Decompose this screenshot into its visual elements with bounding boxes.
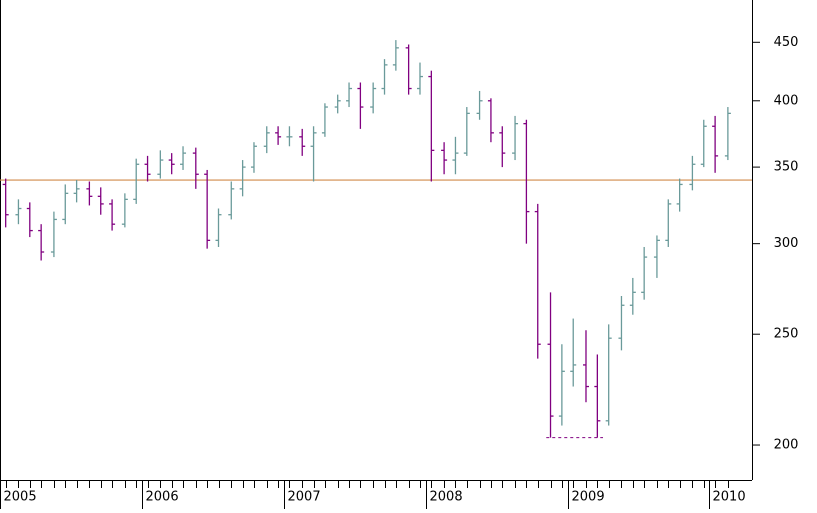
x-tick-label: 2005 xyxy=(4,490,37,505)
x-tick-label: 2009 xyxy=(572,490,605,505)
x-tick-label: 2006 xyxy=(146,490,179,505)
y-tick-label: 250 xyxy=(774,327,799,342)
x-tick-label: 2008 xyxy=(430,490,463,505)
y-tick-label: 300 xyxy=(774,236,799,251)
x-tick-label: 2010 xyxy=(713,490,746,505)
x-tick-label: 2007 xyxy=(288,490,321,505)
y-tick-label: 400 xyxy=(774,93,799,108)
y-tick-label: 200 xyxy=(774,438,799,453)
y-tick-label: 450 xyxy=(774,35,799,50)
y-tick-label: 350 xyxy=(774,160,799,175)
